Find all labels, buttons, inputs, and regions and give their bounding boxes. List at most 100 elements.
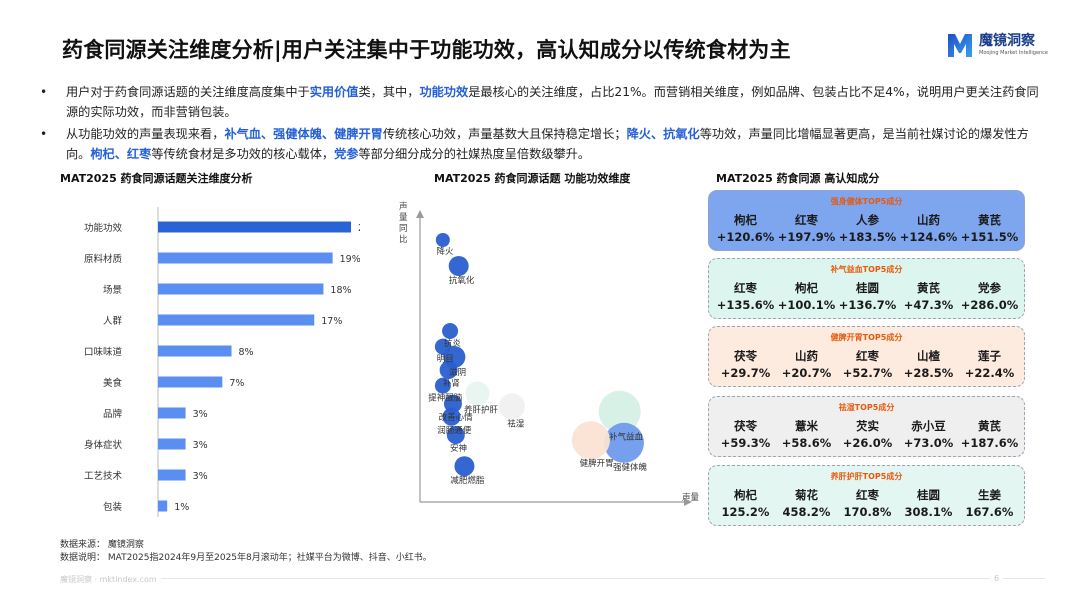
bubble-label: 补肾 [443, 378, 461, 389]
bar-category-label: 包装 [103, 501, 123, 513]
ingredients-title: MAT2025 药食同源 高认知成分 [716, 172, 880, 185]
bar-value-label: 7% [229, 378, 244, 389]
ingredient-name: 山药 [917, 213, 940, 227]
page-number: 6 [990, 574, 1004, 583]
ingredient-name-row: 枸杞 红枣 人参 山药 黄芪 [715, 212, 1020, 228]
ingredient-name-row: 枸杞 菊花 红枣 桂圆 生姜 [715, 487, 1020, 503]
bar [158, 221, 351, 233]
bubble [498, 393, 525, 420]
bar-value-label: 17% [321, 316, 342, 327]
bubble [598, 390, 641, 433]
top5-card: 强身健体TOP5成分 枸杞 红枣 人参 山药 黄芪 +120.6% +197.9% +183.5… [708, 190, 1025, 251]
ingredient-name: 桂圆 [856, 281, 879, 295]
bar-value-label: 3% [193, 409, 208, 420]
highlight-text: 降火、抗氧化 [626, 127, 700, 141]
ingredient-name: 山楂 [917, 349, 940, 363]
bubble-label: 提神醒脑 [428, 393, 463, 404]
top5-card: 补气益血TOP5成分 红枣 枸杞 桂圆 黄芪 党参 +135.6% +100.1% +136.7… [708, 258, 1025, 319]
ingredient-name: 黄芪 [978, 213, 1001, 227]
highlight-text: 党参 [334, 147, 359, 161]
ingredient-name: 黄芪 [978, 419, 1001, 433]
ingredient-name: 枸杞 [734, 488, 757, 502]
ingredient-name: 枸杞 [734, 213, 757, 227]
logo-name: 魔镜洞察 [979, 33, 1035, 49]
ingredient-growth-value: +73.0% [903, 436, 954, 450]
ingredient-growth-value: +47.3% [903, 298, 954, 312]
highlight-text: 实用价值 [309, 85, 359, 99]
bubble [448, 256, 469, 276]
ingredient-name: 党参 [978, 281, 1001, 295]
ingredient-name: 莲子 [978, 349, 1001, 363]
footer-brand: 魔镜洞察 · mktindex.com [60, 574, 161, 585]
ingredient-name: 山药 [795, 349, 818, 363]
bubble-label: 养肝护肝 [464, 404, 499, 415]
bubble-label: 明目 [437, 355, 454, 365]
bar-category-label: 场景 [103, 285, 122, 296]
bar-category-label: 原料材质 [84, 253, 123, 265]
bullet-dot: • [40, 85, 48, 99]
ingredient-name: 茯苓 [734, 349, 757, 363]
ingredient-name: 薏米 [795, 419, 818, 433]
bubble-y-label: 量 [399, 213, 408, 223]
bubble [435, 233, 450, 247]
bubble-x-label: 声量 [682, 492, 700, 503]
bar [158, 376, 223, 388]
bar-category-label: 功能功效 [84, 222, 123, 234]
ingredient-name: 赤小豆 [911, 419, 946, 433]
bubble-label: 安神 [450, 443, 467, 454]
ingredient-name-row: 茯苓 山药 红枣 山楂 莲子 [715, 348, 1020, 364]
ingredient-growth-value: 167.6% [965, 505, 1014, 519]
attention-dimension-bar-chart: 功能功效 21% 原料材质 19% 场景 18% 人群 17% 口味味道 8% 美食 7% 品牌 3% 身体… [84, 207, 360, 517]
ingredient-growth-value: +120.6% [716, 230, 775, 244]
ingredient-growth-value: +197.9% [777, 230, 836, 244]
ingredient-growth-value: 170.8% [843, 505, 892, 519]
bar [158, 345, 232, 357]
y-axis-arrow-icon [416, 210, 424, 218]
ingredient-name: 芡实 [856, 419, 879, 433]
top5-card: 祛湿TOP5成分 茯苓 薏米 芡实 赤小豆 黄芪 +59.3% +58.6% +26.0% +73… [708, 396, 1025, 457]
ingredient-growth-value: 458.2% [782, 505, 831, 519]
ingredient-name-row: 茯苓 薏米 芡实 赤小豆 黄芪 [715, 418, 1020, 434]
ingredient-growth-value: +22.4% [964, 366, 1015, 380]
top5-card-title: 强身健体TOP5成分 [830, 197, 903, 206]
ingredient-growth-value: +52.7% [842, 366, 893, 380]
bullet-text: 传统核心功效，声量基数大且保持稳定增长； [382, 127, 627, 141]
ingredient-growth-value: +28.5% [903, 366, 954, 380]
bubble [465, 381, 490, 406]
bubble [604, 422, 644, 463]
bubble-label: 减肥燃脂 [450, 475, 485, 486]
summary-bullets: • 用户对于药食同源话题的关注维度高度集中于实用价值类，其中，功能功效是最核心的关… [40, 82, 1050, 166]
bar-value-label: 19% [340, 254, 360, 265]
bullet-dot: • [40, 127, 48, 141]
bar [158, 469, 186, 481]
ingredient-growth-value: +151.5% [960, 230, 1019, 244]
ingredient-growth-row: 125.2% 458.2% 170.8% 308.1% 167.6% [715, 505, 1020, 519]
ingredient-growth-value: 308.1% [904, 505, 953, 519]
ingredient-growth-row: +29.7% +20.7% +52.7% +28.5% +22.4% [715, 366, 1020, 380]
bar-category-label: 口味味道 [84, 346, 123, 358]
bullet-text: 用户对于药食同源话题的关注维度高度集中于 [66, 85, 310, 99]
ingredient-name: 人参 [856, 213, 879, 227]
bubble-label: 改善心情 [439, 412, 474, 423]
ingredient-name: 黄芪 [917, 281, 940, 295]
bar [158, 407, 186, 419]
bubble-label: 祛湿 [507, 418, 525, 429]
bubble-label: 降火 [436, 246, 454, 257]
data-note: 数据说明： MAT2025指2024年9月至2025年8月滚动年；社媒平台为微博… [60, 553, 432, 563]
bullet-text: 类，其中， [358, 85, 420, 99]
ingredient-growth-row: +120.6% +197.9% +183.5% +124.6% +151.5% [715, 230, 1020, 244]
logo-tagline: Moojing Market Intelligence [979, 50, 1049, 56]
bullet-text: 等部分细分成分的社媒热度呈倍数级攀升。 [358, 147, 591, 161]
top5-card-title: 养肝护肝TOP5成分 [830, 472, 903, 481]
bubble-label: 强健体魄 [613, 462, 648, 473]
bubble [439, 361, 458, 379]
ingredient-name: 茯苓 [734, 419, 757, 433]
ingredient-name: 菊花 [795, 488, 818, 502]
ingredient-growth-value: +286.0% [960, 298, 1019, 312]
ingredient-name-row: 红枣 枸杞 桂圆 黄芪 党参 [715, 280, 1020, 296]
ingredient-name: 枸杞 [795, 281, 818, 295]
efficacy-bubble-chart: 声量同比声量降火抗氧化抗炎明目滋阴补肾提神醒脑养肝护肝改善心情祛湿润肠通便补气益… [399, 201, 700, 506]
page-title: 药食同源关注维度分析|用户关注集中于功能功效，高认知成分以传统食材为主 [62, 38, 791, 62]
brand-logo: 魔镜洞察 Moojing Market Intelligence [945, 30, 1048, 60]
bar-category-label: 工艺技术 [84, 470, 123, 482]
